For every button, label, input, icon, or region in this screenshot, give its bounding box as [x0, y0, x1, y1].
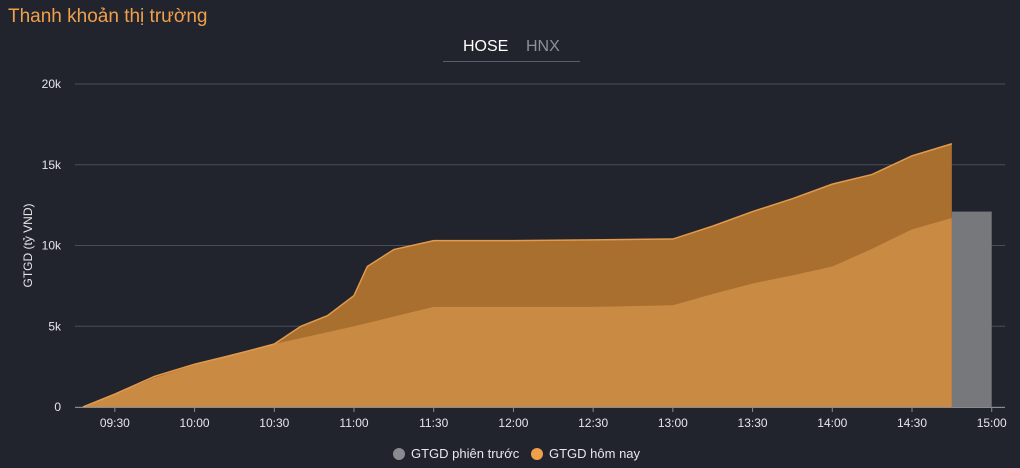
tab-hose[interactable]: HOSE — [463, 38, 509, 55]
x-tick-label: 15:00 — [977, 416, 1007, 430]
y-tick-label: 10k — [42, 239, 62, 253]
x-tick-label: 13:00 — [658, 416, 688, 430]
y-axis-label: GTGD (tỷ VND) — [21, 204, 35, 288]
x-tick-label: 11:00 — [339, 416, 368, 430]
legend-previous-label: GTGD phiên trước — [411, 446, 520, 461]
legend-item-previous[interactable]: GTGD phiên trước — [393, 446, 519, 461]
exchange-tabs: HOSE HNX — [443, 37, 580, 62]
legend-today-dot — [531, 448, 543, 460]
y-tick-label: 0 — [54, 400, 61, 414]
bar-previous-session — [951, 211, 992, 407]
x-tick-label: 12:30 — [578, 416, 608, 430]
x-tick-label: 12:00 — [498, 416, 528, 430]
x-tick-label: 10:00 — [180, 416, 210, 430]
y-tick-label: 20k — [42, 77, 62, 91]
x-tick-label: 09:30 — [100, 416, 130, 430]
legend-item-today[interactable]: GTGD hôm nay — [531, 446, 640, 461]
chart-legend: GTGD phiên trước GTGD hôm nay — [0, 446, 1020, 464]
series-today-line — [82, 143, 953, 408]
liquidity-chart: 0 5k 10k 15k 20k GTGD (tỷ VND) 09:30 10:00 10:30… — [21, 77, 1007, 430]
x-tick-label: 13:30 — [738, 416, 768, 430]
x-tick-label: 10:30 — [259, 416, 289, 430]
y-tick-label: 15k — [42, 158, 62, 172]
x-tick-label: 11:30 — [419, 416, 448, 430]
legend-previous-dot — [393, 448, 405, 460]
legend-today-label: GTGD hôm nay — [549, 446, 641, 461]
x-tick-label: 14:30 — [897, 416, 927, 430]
series-previous-area — [82, 218, 952, 407]
x-tick-label: 14:00 — [817, 416, 847, 430]
tab-hnx[interactable]: HNX — [526, 38, 560, 55]
y-tick-label: 5k — [48, 319, 62, 333]
page-title: Thanh khoản thị trường — [8, 6, 208, 27]
